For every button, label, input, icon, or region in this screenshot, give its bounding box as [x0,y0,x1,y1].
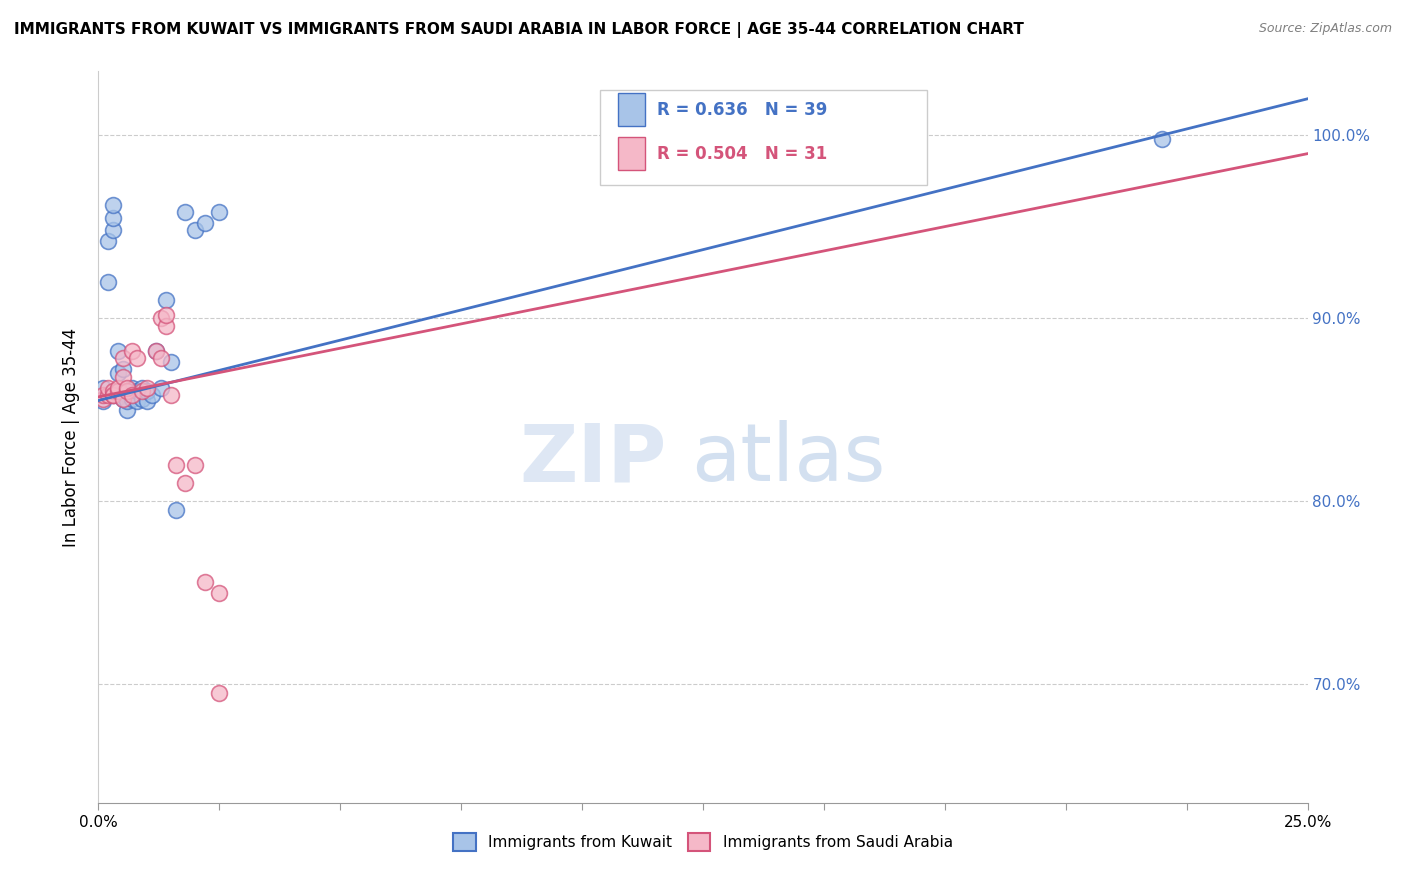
Point [208,205,231,219]
Point [121,388,143,402]
Point [91,392,114,406]
Point [97,275,120,289]
Point [141,388,163,402]
Point [208,686,231,700]
Text: R = 0.636   N = 39: R = 0.636 N = 39 [657,101,827,120]
Point [107,388,129,402]
Point [127,384,149,399]
Point [160,388,183,402]
Point [150,311,173,326]
Point [184,223,207,237]
Bar [619,94,645,127]
Point [101,223,124,237]
Point [1152,132,1174,146]
Point [174,475,197,490]
Point [155,318,177,333]
Point [101,211,124,225]
Point [127,351,149,366]
Point [111,362,134,376]
Point [150,381,173,395]
Point [155,293,177,307]
Point [150,351,173,366]
Point [135,381,157,395]
Text: R = 0.504   N = 31: R = 0.504 N = 31 [657,145,827,163]
Bar [619,137,645,170]
Point [97,235,120,249]
Point [101,198,124,212]
Point [97,388,120,402]
Point [111,351,134,366]
Point [165,503,187,517]
Point [111,392,134,406]
Point [117,384,139,399]
Point [145,344,167,359]
Point [111,392,134,406]
Point [184,458,207,472]
Point [117,384,139,399]
Point [165,458,187,472]
Legend: Immigrants from Kuwait, Immigrants from Saudi Arabia: Immigrants from Kuwait, Immigrants from … [447,827,959,857]
Point [111,369,134,384]
Text: Source: ZipAtlas.com: Source: ZipAtlas.com [1258,22,1392,36]
Point [101,388,124,402]
Point [131,384,153,399]
Point [135,393,157,408]
Point [91,393,114,408]
Point [91,381,114,395]
Point [155,308,177,322]
Point [117,388,139,402]
Point [101,388,124,402]
Point [111,384,134,399]
Point [117,381,139,395]
Point [107,344,129,359]
Point [121,381,143,395]
Point [131,381,153,395]
Text: atlas: atlas [690,420,886,498]
FancyBboxPatch shape [600,90,927,185]
Point [160,355,183,369]
Point [97,381,120,395]
Point [91,388,114,402]
Text: IMMIGRANTS FROM KUWAIT VS IMMIGRANTS FROM SAUDI ARABIA IN LABOR FORCE | AGE 35-4: IMMIGRANTS FROM KUWAIT VS IMMIGRANTS FRO… [14,22,1024,38]
Y-axis label: In Labor Force | Age 35-44: In Labor Force | Age 35-44 [62,327,80,547]
Point [117,402,139,417]
Point [208,585,231,599]
Point [131,392,153,406]
Point [194,216,217,230]
Point [121,388,143,402]
Point [145,344,167,359]
Point [127,393,149,408]
Point [135,384,157,399]
Text: ZIP: ZIP [519,420,666,498]
Point [101,384,124,399]
Point [111,388,134,402]
Point [107,381,129,395]
Point [121,392,143,406]
Point [194,574,217,589]
Point [107,366,129,380]
Point [101,388,124,402]
Point [174,205,197,219]
Point [117,393,139,408]
Point [107,384,129,399]
Point [121,344,143,359]
